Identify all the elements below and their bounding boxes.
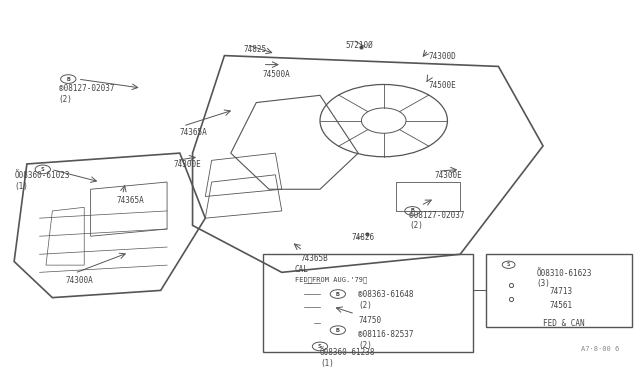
Text: ®08363-61648
(2): ®08363-61648 (2) [358,291,413,310]
Text: S: S [41,167,45,172]
Text: 74750: 74750 [358,316,381,325]
Text: Õ08360-61238
(1): Õ08360-61238 (1) [320,348,376,368]
Text: S: S [507,262,510,267]
Text: A7·8·00 6: A7·8·00 6 [581,346,620,352]
Text: B: B [336,292,340,296]
Text: Õ08310-61623
(3): Õ08310-61623 (3) [537,269,592,288]
Text: ®08127-02037
(2): ®08127-02037 (2) [409,211,465,230]
Text: Õ08360-61023
(1): Õ08360-61023 (1) [14,171,70,190]
Text: 74500A: 74500A [262,70,291,79]
Text: S: S [318,344,322,349]
Text: 74300A: 74300A [65,276,93,285]
Text: FED & CAN: FED & CAN [543,319,585,328]
Text: B: B [410,208,414,214]
Text: ®08116-82537
(2): ®08116-82537 (2) [358,330,413,350]
Text: 74825: 74825 [244,45,267,54]
Text: 74365A: 74365A [180,128,207,137]
Text: 74826: 74826 [352,232,375,241]
Text: B: B [67,77,70,81]
Text: 57210Ø: 57210Ø [346,41,373,50]
Text: 74300E: 74300E [435,171,463,180]
Text: FED〈FROM AUG.'79〉: FED〈FROM AUG.'79〉 [294,276,367,283]
Text: 74713: 74713 [549,287,573,296]
Text: B: B [336,328,340,333]
Text: 74500E: 74500E [428,81,456,90]
Text: 74365B: 74365B [301,254,328,263]
Text: 74365A: 74365A [116,196,144,205]
Text: ®08127-02037
(2): ®08127-02037 (2) [59,84,114,104]
Text: 74300E: 74300E [173,160,201,169]
Text: 74300D: 74300D [428,52,456,61]
Text: CAL: CAL [294,265,308,274]
Text: 74561: 74561 [549,301,573,310]
